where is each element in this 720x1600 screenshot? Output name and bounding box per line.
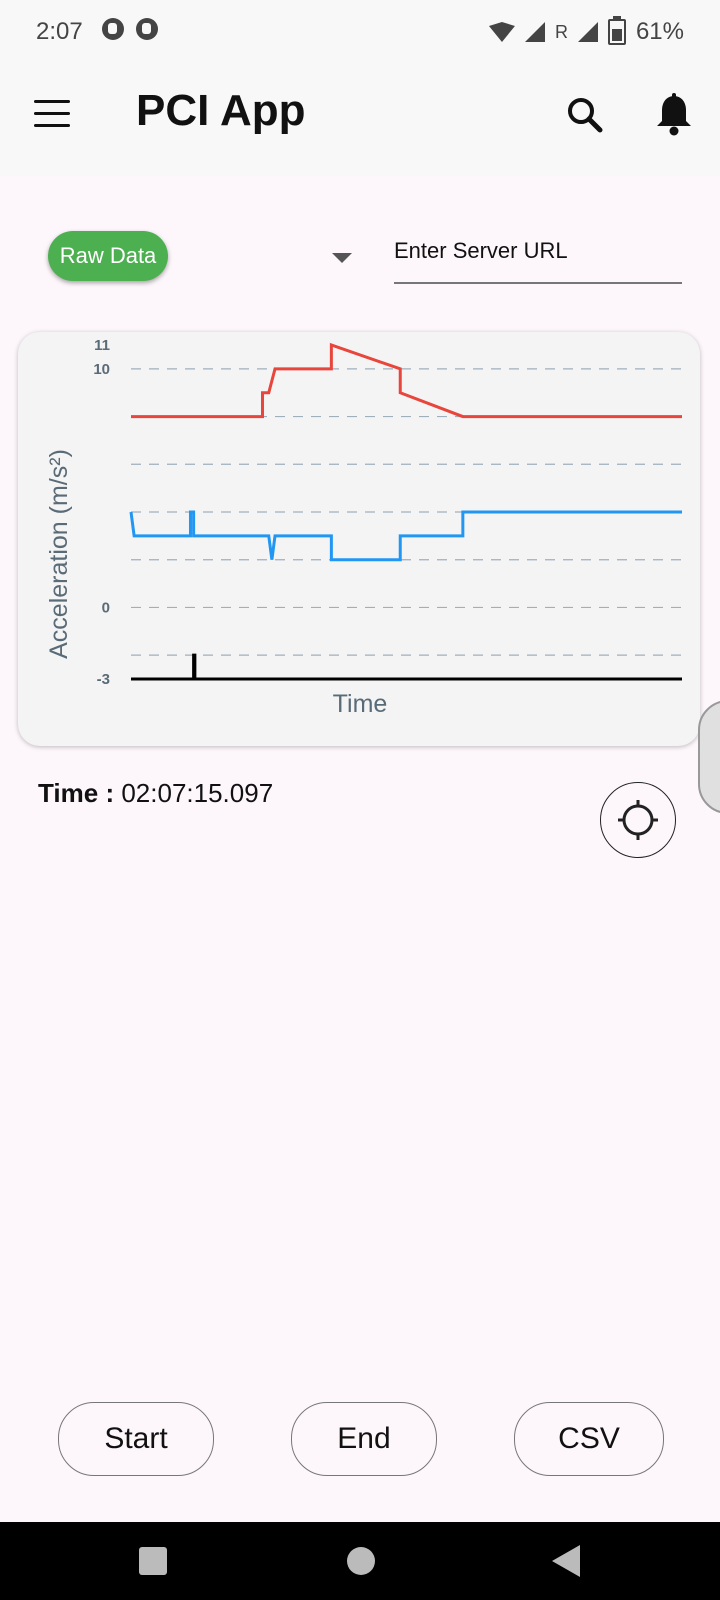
time-readout: Time : 02:07:15.097 xyxy=(38,778,273,809)
raw-data-chip[interactable]: Raw Data xyxy=(48,231,168,281)
series-line xyxy=(131,653,682,681)
start-button[interactable]: Start xyxy=(58,1402,214,1476)
dropdown-arrow-icon[interactable] xyxy=(332,253,352,263)
chart-y-ticks: 11 10 0 -3 xyxy=(93,337,110,688)
bell-icon[interactable] xyxy=(654,92,694,138)
status-time: 2:07 xyxy=(36,18,83,45)
end-button[interactable]: End xyxy=(291,1402,437,1476)
series-line xyxy=(129,510,682,562)
server-url-input[interactable] xyxy=(394,220,682,284)
y-tick-label: 11 xyxy=(94,337,110,354)
roaming-indicator: R xyxy=(554,21,568,42)
status-indicators: R 61% xyxy=(488,16,684,46)
home-button[interactable] xyxy=(347,1547,375,1575)
csv-button[interactable]: CSV xyxy=(514,1402,664,1476)
x-axis-label: Time xyxy=(333,690,388,718)
edge-panel-handle[interactable] xyxy=(698,700,720,814)
y-axis-label: Acceleration (m/s²) xyxy=(45,449,73,659)
notification-icons xyxy=(102,18,158,40)
menu-icon[interactable] xyxy=(34,100,70,130)
status-bar: 2:07 R 61% xyxy=(0,0,720,64)
chart-canvas: 11 10 0 -3 Acceleration (m/s²) Time xyxy=(45,337,682,718)
time-value: 02:07:15.097 xyxy=(121,778,274,808)
search-icon[interactable] xyxy=(564,94,608,138)
app-bar: PCI App xyxy=(0,64,720,176)
signal-icon xyxy=(524,22,545,42)
system-nav-bar xyxy=(0,1522,720,1600)
battery-icon xyxy=(607,16,626,45)
page-title: PCI App xyxy=(136,86,306,135)
y-tick-label: -3 xyxy=(97,671,110,688)
chart-series xyxy=(129,342,682,681)
locate-button[interactable] xyxy=(600,782,676,858)
wifi-icon xyxy=(488,22,515,42)
y-tick-label: 10 xyxy=(93,361,110,378)
series-line xyxy=(131,342,682,419)
app-notification-icon xyxy=(136,18,158,40)
back-button[interactable] xyxy=(552,1545,580,1577)
acceleration-chart: 11 10 0 -3 Acceleration (m/s²) Time xyxy=(18,332,700,746)
app-notification-icon xyxy=(102,18,124,40)
signal-icon xyxy=(577,22,598,42)
time-label: Time : xyxy=(38,778,115,808)
recents-button[interactable] xyxy=(139,1547,167,1575)
battery-percent: 61% xyxy=(635,18,684,45)
crosshair-icon xyxy=(618,800,658,840)
y-tick-label: 0 xyxy=(102,599,110,616)
